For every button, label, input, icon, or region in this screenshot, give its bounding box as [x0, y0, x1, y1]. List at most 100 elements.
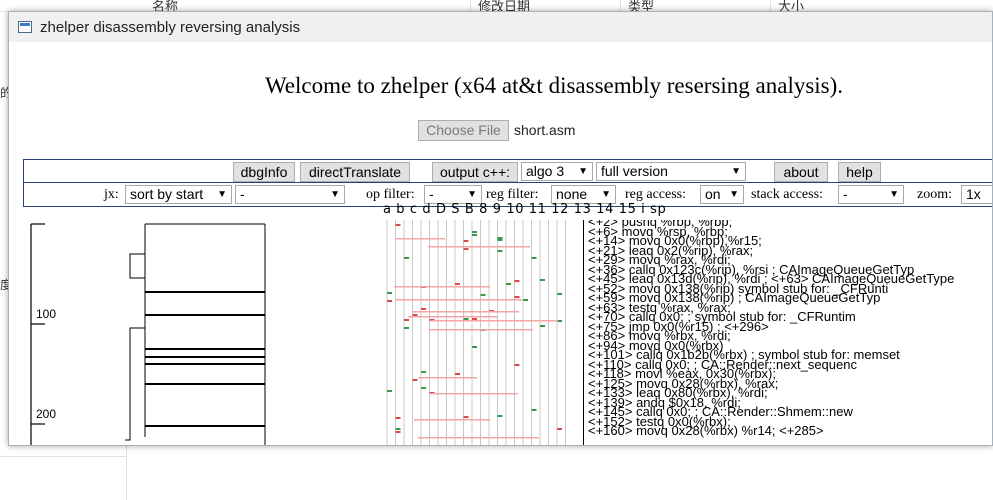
asm-line[interactable]: <+6> movq %rsp, %rbp; [588, 223, 728, 239]
direct-translate-button[interactable]: directTranslate [300, 162, 410, 182]
register-access-mark [523, 299, 528, 301]
register-access-mark [480, 294, 486, 296]
register-access-mark [472, 234, 477, 236]
axis-label: 100 [36, 307, 56, 321]
register-access-mark [540, 325, 545, 327]
register-access-mark [514, 296, 520, 298]
asm-line[interactable]: <+145> callq 0x0; ; CA::Render::Shmem::n… [588, 404, 853, 419]
help-button[interactable]: help [838, 162, 881, 182]
register-live-span [431, 320, 558, 322]
choose-file-button[interactable]: Choose File [418, 120, 509, 141]
dbginfo-button[interactable]: dbgInfo [233, 162, 295, 182]
asm-line[interactable]: <+52> movq 0x138(%rip) symbol stub for: … [588, 280, 889, 296]
selected-file-name: short.asm [514, 122, 576, 138]
dropdown-arrow-icon: ▼ [467, 189, 477, 200]
reg-filter-select[interactable]: none ▼ [551, 185, 616, 204]
control-flow-graph[interactable]: 100 200 [25, 212, 375, 446]
register-live-span [396, 299, 522, 301]
asm-line[interactable]: <+70> callq 0x0; ; symbol stub for: _CFR… [588, 309, 856, 324]
asm-line[interactable]: <+2> pushq %rbp, %rbp; [588, 220, 733, 229]
stack-access-value: - [843, 186, 848, 202]
asm-line[interactable]: <+63> testq %rax, %rax; [588, 299, 731, 315]
asm-line[interactable]: <+14> movq 0x0(%rbp),%r15; [588, 233, 762, 248]
asm-line[interactable]: <+59> movq 0x138(%rip) ; CAImageQueueGet… [588, 290, 881, 305]
main-toolbar: dbgInfo directTranslate output c++: algo… [23, 159, 992, 183]
algo-select[interactable]: algo 3 ▼ [521, 162, 593, 181]
register-access-mark [463, 416, 469, 418]
asm-line[interactable]: <+75> jmp 0x0(%r15) ; <+296> [588, 318, 769, 334]
register-access-mark [514, 364, 520, 366]
output-cpp-button[interactable]: output c++: [432, 162, 518, 182]
register-live-span [394, 286, 490, 288]
jx-filter-select[interactable]: - ▼ [235, 185, 345, 204]
reg-access-value: on [705, 186, 721, 202]
about-button[interactable]: about [774, 162, 828, 182]
welcome-heading: Welcome to zhelper (x64 at&t disassembly… [264, 73, 844, 98]
register-access-mark [395, 224, 401, 226]
asm-line[interactable]: <+45> leaq 0x13d(%rip), %rdi ; <+63> CAI… [588, 271, 955, 286]
version-select[interactable]: full version ▼ [596, 162, 746, 181]
register-access-mark [463, 318, 469, 320]
register-access-mark [455, 283, 460, 285]
jx-label: jx: [104, 187, 119, 202]
asm-line[interactable]: <+152> testq 0x0(%rbx); [588, 413, 731, 429]
asm-line[interactable]: <+133> leaq 0x80(%rbx), %rdi; [588, 385, 768, 400]
register-access-mark [387, 300, 392, 302]
asm-line[interactable]: <+125> movq 0x28(%rbx), %rax; [588, 375, 779, 391]
asm-line[interactable]: <+110> callq 0x0; ; CA::Render::next_seq… [588, 356, 857, 372]
register-access-mark [497, 239, 503, 241]
asm-line[interactable]: <+86> movq %rbx, %rdi; [588, 328, 731, 343]
title-bar[interactable]: zhelper disassembly reversing analysis [9, 12, 992, 42]
asm-line[interactable]: <+118> movl %eax, 0x30(%rbx); [588, 366, 776, 381]
register-access-mark [472, 231, 477, 233]
explorer-bottom-area [0, 446, 993, 500]
app-window: zhelper disassembly reversing analysis W… [8, 11, 993, 446]
register-access-mark [531, 409, 537, 411]
op-filter-value: - [429, 186, 434, 202]
dropdown-arrow-icon: ▼ [330, 189, 340, 200]
register-access-mark [395, 417, 401, 419]
zoom-select-value: 1x [966, 186, 981, 202]
asm-line[interactable]: <+36> callq 0x123c(%rip), %rsi ; CAImage… [588, 261, 915, 277]
register-access-mark [404, 257, 409, 259]
register-access-mark [395, 431, 401, 433]
register-access-mark [506, 283, 511, 285]
zoom-select[interactable]: 1x ▼ [961, 185, 992, 204]
register-access-mark [421, 308, 426, 310]
register-live-span [418, 377, 477, 379]
disassembly-listing[interactable]: <+2> pushq %rbp, %rbp; <+6> movq %rsp, %r… [583, 220, 992, 445]
register-access-mark [421, 387, 426, 389]
register-live-span [412, 311, 519, 313]
register-access-mark [531, 257, 537, 259]
asm-line[interactable]: <+94> movq 0x0(%rbx) [588, 337, 724, 353]
app-icon [18, 21, 32, 33]
jx-filter-value: - [240, 186, 245, 202]
asm-line[interactable]: <+29> movq %rax, %rdi; [588, 252, 731, 267]
asm-line[interactable]: <+139> andq $0x18, %rdi; [588, 394, 741, 410]
filter-toolbar: jx: sort by start ▼ - ▼ op filter: - ▼ reg … [23, 183, 992, 207]
jump-arc [125, 327, 145, 441]
stack-access-select[interactable]: - ▼ [838, 185, 904, 204]
reg-access-select[interactable]: on ▼ [700, 185, 744, 204]
sort-select[interactable]: sort by start ▼ [125, 185, 232, 204]
dropdown-arrow-icon: ▼ [731, 166, 741, 177]
column-divider [470, 0, 471, 12]
register-access-mark [557, 293, 562, 295]
op-filter-select[interactable]: - ▼ [424, 185, 482, 204]
dropdown-arrow-icon: ▼ [990, 186, 992, 203]
algo-select-value: algo 3 [526, 163, 565, 179]
version-select-value: full version [601, 163, 668, 179]
register-live-span [418, 437, 539, 439]
dropdown-arrow-icon: ▼ [601, 189, 611, 200]
register-live-span [429, 393, 518, 395]
register-access-mark [412, 379, 418, 381]
register-access-mark [472, 318, 477, 320]
register-access-mark [395, 428, 401, 430]
register-access-mark [404, 319, 409, 321]
register-access-grid[interactable] [383, 220, 583, 446]
asm-line[interactable]: <+101> callq 0x1b2b(%rbx) ; symbol stub … [588, 347, 900, 362]
asm-line[interactable]: <+21> leaq 0x2(%rip), %rax; [588, 242, 754, 258]
asm-line[interactable]: <+160> movq 0x28(%rbx) %r14; <+285> [588, 423, 824, 438]
register-access-mark [455, 373, 460, 375]
jump-axis [30, 223, 45, 445]
